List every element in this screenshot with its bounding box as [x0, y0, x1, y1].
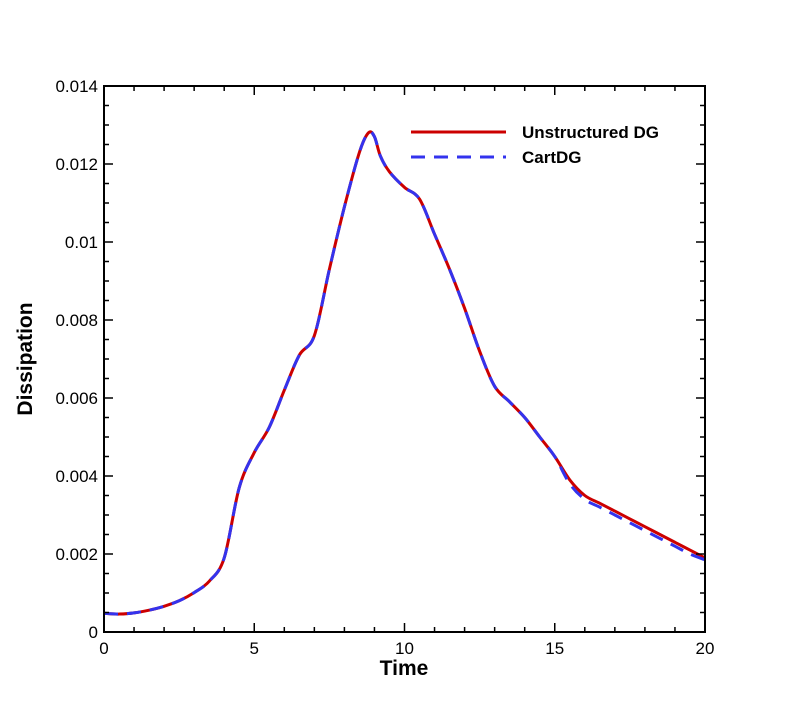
y-tick-label: 0.006 — [55, 389, 98, 408]
x-tick-label: 5 — [250, 639, 259, 658]
x-tick-label: 15 — [545, 639, 564, 658]
plot-frame — [103, 85, 706, 633]
legend-label-unstructured-dg: Unstructured DG — [522, 123, 659, 142]
y-tick-label: 0.004 — [55, 467, 98, 486]
y-tick-label: 0.002 — [55, 545, 98, 564]
y-tick-label: 0.01 — [65, 233, 98, 252]
x-tick-label: 0 — [99, 639, 108, 658]
series-line-unstructured-dg — [104, 130, 705, 616]
x-axis-title: Time — [380, 657, 429, 680]
y-tick-label: 0.012 — [55, 155, 98, 174]
y-tick-label: 0 — [89, 623, 98, 642]
y-axis-title: Dissipation — [14, 302, 37, 415]
y-tick-label: 0.008 — [55, 311, 98, 330]
legend-label-cartdg: CartDG — [522, 148, 582, 167]
y-tick-label: 0.014 — [55, 77, 98, 96]
x-tick-label: 10 — [395, 639, 414, 658]
x-tick-label: 20 — [696, 639, 715, 658]
legend: Unstructured DG CartDG — [411, 123, 659, 167]
series-line-cartdg — [104, 130, 705, 616]
